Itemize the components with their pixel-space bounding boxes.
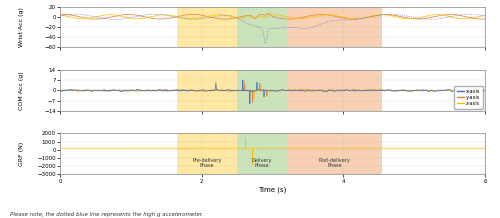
Text: Please note, the dotted blue line represents the high g accelerometer.: Please note, the dotted blue line repres…	[10, 212, 203, 217]
Bar	[286, 7, 382, 48]
Y-axis label: COM Acc (g): COM Acc (g)	[19, 71, 24, 110]
Bar	[237, 70, 286, 111]
Bar	[177, 70, 237, 111]
Bar	[237, 133, 286, 174]
Bar	[177, 7, 237, 48]
X-axis label: Time (s): Time (s)	[258, 186, 286, 193]
Text: Delivery
Phase: Delivery Phase	[252, 158, 272, 168]
Y-axis label: GRF (N): GRF (N)	[19, 142, 24, 166]
Bar	[177, 133, 237, 174]
Bar	[237, 7, 286, 48]
Text: Pre-delivery
Phase: Pre-delivery Phase	[192, 158, 222, 168]
Bar	[286, 70, 382, 111]
Legend: x-axis, y-axis, z-axis: x-axis, y-axis, z-axis	[454, 86, 482, 109]
Y-axis label: Wrist Acc (g): Wrist Acc (g)	[19, 7, 24, 47]
Bar	[286, 133, 382, 174]
Text: Post-delivery
Phase: Post-delivery Phase	[318, 158, 350, 168]
